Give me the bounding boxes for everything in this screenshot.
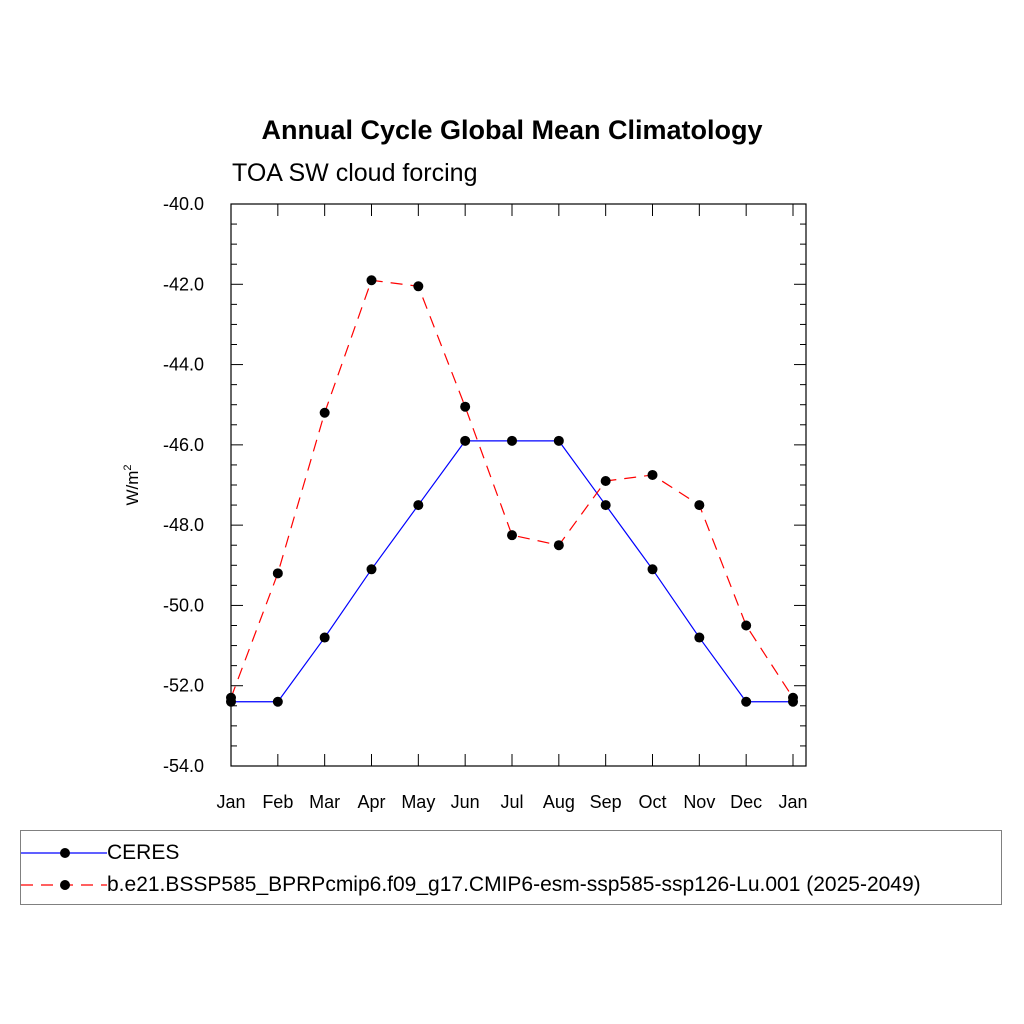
data-point — [226, 692, 236, 703]
chart-title: Annual Cycle Global Mean Climatology — [261, 115, 762, 145]
legend-entry-model: b.e21.BSSP585_BPRPcmip6.f09_g17.CMIP6-es… — [21, 867, 1001, 903]
data-point — [319, 407, 330, 418]
legend-swatch-model — [21, 880, 107, 890]
data-point — [553, 435, 564, 446]
x-tick-label: Feb — [262, 792, 293, 812]
chart-subtitle: TOA SW cloud forcing — [232, 159, 477, 187]
series-line-0 — [231, 440, 793, 703]
data-point — [647, 469, 658, 480]
series-0 — [226, 435, 798, 707]
data-point — [366, 564, 377, 575]
x-tick-label: Sep — [590, 792, 622, 812]
data-point — [694, 632, 705, 643]
y-tick-label: -50.0 — [163, 595, 204, 615]
data-point — [319, 632, 330, 643]
legend-entry-ceres: CERES — [21, 835, 1001, 871]
plot-frame — [230, 203, 807, 767]
data-point — [647, 564, 658, 575]
data-point — [413, 281, 424, 292]
x-tick-label: Jun — [451, 792, 480, 812]
y-tick-label: -42.0 — [163, 274, 204, 294]
y-tick-label: -46.0 — [163, 435, 204, 455]
x-tick-label: Oct — [638, 792, 666, 812]
line-chart: Annual Cycle Global Mean Climatology TOA… — [122, 115, 808, 812]
x-tick-label: Jul — [500, 792, 523, 812]
data-point — [366, 275, 377, 286]
series-layer — [226, 275, 798, 707]
x-tick-label: Aug — [543, 792, 575, 812]
axes: -40.0 -42.0 -44.0 -46.0 -48.0 -50.0 -52.0 -54.0… — [163, 194, 808, 812]
y-tick-label: -48.0 — [163, 515, 204, 535]
series-line-1 — [230, 279, 794, 699]
x-tick-label: Dec — [730, 792, 762, 812]
x-tick-label: Jan — [778, 792, 807, 812]
data-point — [553, 540, 564, 551]
data-point — [272, 696, 283, 707]
data-point — [460, 435, 471, 446]
y-tick-label: -54.0 — [163, 756, 204, 776]
data-point — [600, 475, 611, 486]
x-tick-label: Mar — [309, 792, 340, 812]
x-tick-label: May — [401, 792, 435, 812]
data-point — [741, 696, 752, 707]
data-point — [507, 530, 517, 541]
legend: CERES b.e21.BSSP585_BPRPcmip6.f09_g17.CM… — [20, 830, 1002, 905]
legend-swatch-ceres — [21, 848, 107, 858]
legend-label-ceres: CERES — [107, 841, 180, 864]
data-point — [600, 500, 611, 511]
y-tick-label: -52.0 — [163, 676, 204, 696]
y-axis-label: W/m2 — [122, 464, 142, 505]
data-point — [413, 500, 424, 511]
data-point — [460, 401, 471, 412]
data-point — [507, 435, 517, 446]
x-tick-label: Jan — [216, 792, 245, 812]
series-1 — [226, 275, 798, 703]
x-tick-label: Nov — [683, 792, 715, 812]
x-tick-label: Apr — [357, 792, 385, 812]
y-tick-label: -44.0 — [163, 355, 204, 375]
data-point — [741, 620, 752, 631]
legend-label-model: b.e21.BSSP585_BPRPcmip6.f09_g17.CMIP6-es… — [107, 873, 921, 896]
data-point — [694, 500, 705, 511]
y-tick-label: -40.0 — [163, 194, 204, 214]
data-point — [788, 692, 798, 703]
data-point — [272, 568, 283, 579]
